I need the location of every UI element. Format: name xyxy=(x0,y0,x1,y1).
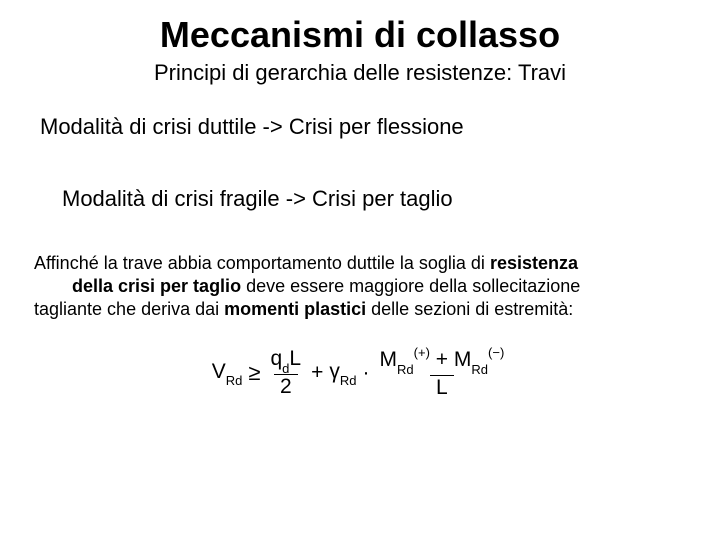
para-text-4: delle sezioni di estremità: xyxy=(366,299,573,319)
formula: VRd ≥ qdL 2 + γRd · MRd(+) + MRd(−) L xyxy=(30,347,690,399)
para-bold-2: della crisi per taglio xyxy=(72,276,241,296)
slide-title: Meccanismi di collasso xyxy=(30,14,690,56)
ductile-line: Modalità di crisi duttile -> Crisi per f… xyxy=(40,114,690,140)
f-ge: ≥ xyxy=(248,360,260,386)
f-gammaRd: γRd xyxy=(329,360,356,386)
para-text-3: tagliante che deriva dai xyxy=(34,299,224,319)
para-bold-3: momenti plastici xyxy=(224,299,366,319)
f-frac1: qdL 2 xyxy=(266,348,305,398)
f-VRd: VRd xyxy=(212,360,243,386)
f-plus1: + xyxy=(311,361,323,385)
para-bold-1: resistenza xyxy=(490,253,578,273)
paragraph: Affinché la trave abbia comportamento du… xyxy=(34,252,686,321)
para-text-2: deve essere maggiore della sollecitazion… xyxy=(241,276,580,296)
para-text-1: Affinché la trave abbia comportamento du… xyxy=(34,253,490,273)
f-frac2: MRd(+) + MRd(−) L xyxy=(376,347,509,399)
f-dot: · xyxy=(363,361,370,385)
slide-subtitle: Principi di gerarchia delle resistenze: … xyxy=(30,60,690,86)
fragile-line: Modalità di crisi fragile -> Crisi per t… xyxy=(62,186,690,212)
slide: Meccanismi di collasso Principi di gerar… xyxy=(0,0,720,540)
